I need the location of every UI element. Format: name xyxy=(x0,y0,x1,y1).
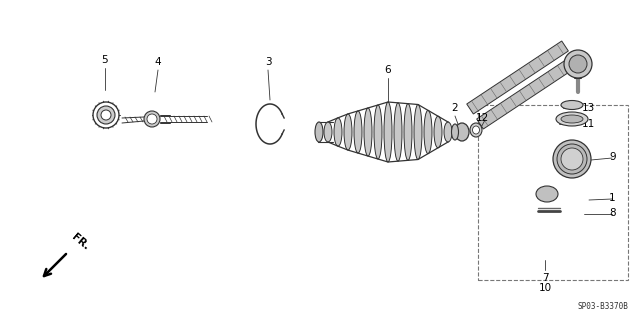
Polygon shape xyxy=(477,56,579,129)
Ellipse shape xyxy=(344,114,352,150)
Ellipse shape xyxy=(444,122,452,142)
Ellipse shape xyxy=(324,122,332,142)
Text: 6: 6 xyxy=(385,65,391,75)
Ellipse shape xyxy=(470,123,482,137)
Ellipse shape xyxy=(424,110,432,154)
Ellipse shape xyxy=(404,104,412,160)
Text: SP03-B3370B: SP03-B3370B xyxy=(577,302,628,311)
Text: 5: 5 xyxy=(102,55,108,65)
Ellipse shape xyxy=(553,140,591,178)
Ellipse shape xyxy=(354,111,362,153)
Bar xyxy=(478,105,628,280)
Text: 13: 13 xyxy=(582,103,595,113)
Text: 11: 11 xyxy=(582,119,595,129)
Ellipse shape xyxy=(455,123,469,141)
Ellipse shape xyxy=(144,111,160,127)
Polygon shape xyxy=(467,41,568,114)
Ellipse shape xyxy=(451,124,458,140)
Ellipse shape xyxy=(557,144,587,174)
Text: 12: 12 xyxy=(476,113,489,123)
Ellipse shape xyxy=(101,110,111,120)
Text: 3: 3 xyxy=(265,57,271,67)
Ellipse shape xyxy=(364,108,372,156)
Text: 1: 1 xyxy=(609,193,616,203)
Ellipse shape xyxy=(561,100,583,109)
Ellipse shape xyxy=(434,116,442,148)
Text: 2: 2 xyxy=(452,103,458,113)
Ellipse shape xyxy=(556,112,588,126)
Ellipse shape xyxy=(394,103,402,161)
Ellipse shape xyxy=(93,102,119,128)
Ellipse shape xyxy=(472,126,479,134)
Ellipse shape xyxy=(536,186,558,202)
Ellipse shape xyxy=(334,118,342,146)
Ellipse shape xyxy=(561,115,583,123)
Text: 7: 7 xyxy=(541,273,548,283)
Text: 4: 4 xyxy=(155,57,161,67)
Text: FR.: FR. xyxy=(70,232,92,252)
Ellipse shape xyxy=(561,148,583,170)
Ellipse shape xyxy=(384,102,392,162)
Ellipse shape xyxy=(564,50,592,78)
Ellipse shape xyxy=(97,106,115,124)
Ellipse shape xyxy=(315,122,323,142)
Ellipse shape xyxy=(374,105,382,159)
Text: 8: 8 xyxy=(609,208,616,218)
Ellipse shape xyxy=(414,105,422,160)
Text: 10: 10 xyxy=(538,283,552,293)
Ellipse shape xyxy=(569,55,587,73)
Ellipse shape xyxy=(147,114,157,124)
Text: 9: 9 xyxy=(609,152,616,162)
